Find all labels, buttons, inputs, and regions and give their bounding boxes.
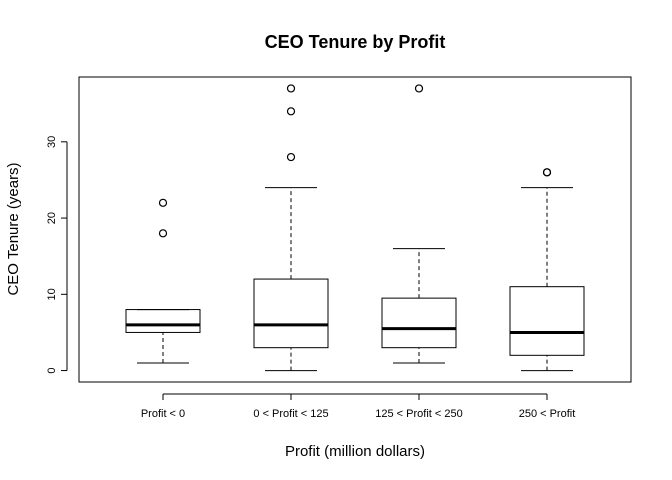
outlier-point	[286, 84, 296, 93]
y-tick-label: 0	[46, 368, 58, 374]
box-1	[253, 84, 329, 372]
box-iqr	[381, 297, 457, 349]
boxes-group	[125, 84, 585, 372]
y-tick-label: 30	[46, 136, 58, 148]
x-axis: Profit < 0 0 < Profit < 125 125 < Profit <…	[141, 393, 576, 420]
y-axis: 0 10 20 30	[46, 136, 68, 374]
outlier-point	[286, 152, 296, 162]
box-iqr	[125, 309, 201, 333]
x-tick-label: Profit < 0	[141, 408, 185, 420]
x-tick-label: 125 < Profit < 250	[375, 408, 462, 420]
y-axis-label: CEO Tenure (years)	[5, 162, 22, 295]
chart-title: CEO Tenure by Profit	[265, 32, 446, 52]
x-tick-label: 250 < Profit	[519, 408, 576, 420]
outlier-point	[542, 168, 552, 177]
y-tick-label: 10	[46, 288, 58, 300]
box-3	[509, 168, 585, 372]
outlier-point	[158, 198, 168, 207]
outlier-point	[158, 229, 168, 238]
x-axis-label: Profit (million dollars)	[285, 443, 425, 460]
box-iqr	[509, 286, 585, 356]
box-0	[125, 198, 201, 364]
outlier-point	[414, 84, 424, 93]
y-tick-label: 20	[46, 212, 58, 224]
outlier-point	[286, 107, 296, 116]
box-2	[381, 84, 457, 364]
plot-frame	[78, 76, 632, 383]
box-iqr	[253, 278, 329, 349]
x-tick-label: 0 < Profit < 125	[253, 408, 328, 420]
